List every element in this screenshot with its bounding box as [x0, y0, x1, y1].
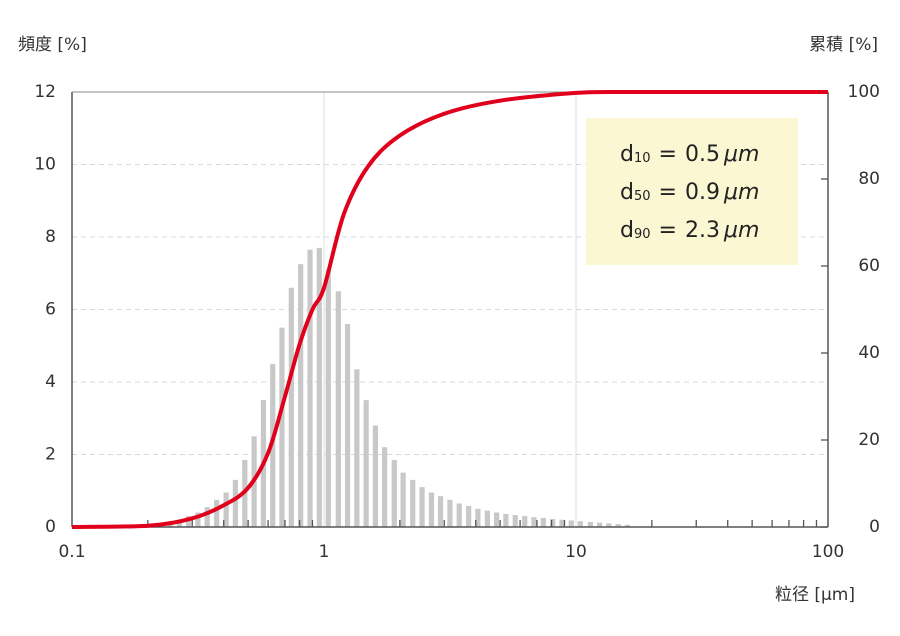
bar [503, 513, 509, 527]
bar [391, 459, 397, 527]
bar [624, 524, 631, 527]
y2-axis-label: 累積 [%] [809, 35, 878, 55]
bar [400, 472, 406, 527]
annotation-symbol: d [620, 218, 634, 243]
x-tick-label: 10 [565, 542, 587, 562]
annotation: d90 = 2.3 μm [620, 218, 759, 243]
annotation-eq: = [659, 180, 677, 205]
y-tick-label: 10 [34, 155, 56, 175]
bar [214, 499, 220, 527]
y-tick-label: 0 [45, 517, 56, 537]
y-tick-label: 6 [45, 300, 56, 320]
bar [493, 512, 500, 527]
bar [204, 507, 210, 527]
bar [615, 524, 621, 527]
y-tick-label: 8 [45, 227, 56, 247]
y2-tick-label: 60 [858, 256, 880, 276]
x-tick-label: 1 [319, 542, 330, 562]
bar [531, 517, 537, 527]
bar [587, 521, 593, 527]
y2-tick-label: 80 [858, 169, 880, 189]
bar [419, 487, 425, 527]
annotation-eq: = [659, 218, 677, 243]
bar [279, 327, 285, 527]
bar [354, 369, 360, 527]
bar [550, 519, 556, 527]
annotation-unit: μm [723, 180, 759, 205]
annotation-unit: μm [723, 218, 759, 243]
bar [307, 249, 313, 527]
bar [410, 479, 416, 527]
annotation-value: 0.9 [685, 180, 720, 205]
annotation-unit: μm [723, 142, 759, 167]
annotation-value: 2.3 [685, 218, 720, 243]
y-tick-label: 2 [45, 445, 56, 465]
bar [223, 492, 229, 527]
bar [185, 516, 192, 527]
annotation-sub: 50 [634, 189, 651, 204]
x-tick-label: 0.1 [58, 542, 85, 562]
annotation: d10 = 0.5 μm [620, 142, 759, 167]
bar [382, 447, 388, 527]
annotation-symbol: d [620, 142, 634, 167]
bar [447, 499, 453, 527]
bar [437, 496, 444, 527]
annotation-sub: 90 [634, 227, 651, 242]
bar [577, 521, 583, 527]
bar [344, 324, 351, 527]
y2-tick-label: 40 [858, 343, 880, 363]
bar [540, 517, 546, 527]
annotation-value: 0.5 [685, 142, 720, 167]
bar [475, 508, 481, 527]
bar [335, 291, 341, 527]
bar [559, 519, 565, 527]
bar [195, 512, 201, 527]
bar [484, 510, 490, 527]
bar [316, 247, 322, 527]
bar [466, 505, 472, 527]
y2-tick-label: 100 [848, 82, 880, 102]
cumulative-line [71, 90, 828, 529]
x-tick-label: 100 [812, 542, 844, 562]
bar [372, 425, 379, 527]
bar [512, 515, 518, 527]
annotation-eq: = [659, 142, 677, 167]
annotation-symbol: d [620, 180, 634, 205]
bar [456, 503, 462, 527]
bar [298, 264, 304, 527]
y2-tick-label: 0 [869, 517, 880, 537]
bar [522, 516, 528, 527]
annotation-box [586, 118, 798, 265]
bar [606, 523, 612, 527]
bar [363, 400, 369, 527]
y-tick-label: 12 [34, 82, 56, 102]
y2-tick-label: 20 [858, 430, 880, 450]
x-axis-label: 粒径 [μm] [775, 585, 855, 605]
bar [568, 520, 574, 527]
y-tick-label: 4 [45, 372, 56, 392]
bar [232, 479, 238, 527]
bar [596, 522, 603, 527]
annotation: d50 = 0.9 μm [620, 180, 759, 205]
bar [288, 287, 294, 527]
bar [325, 269, 331, 527]
y-axis-label: 頻度 [%] [18, 35, 87, 55]
bar [428, 492, 435, 527]
annotation-sub: 10 [634, 151, 651, 166]
